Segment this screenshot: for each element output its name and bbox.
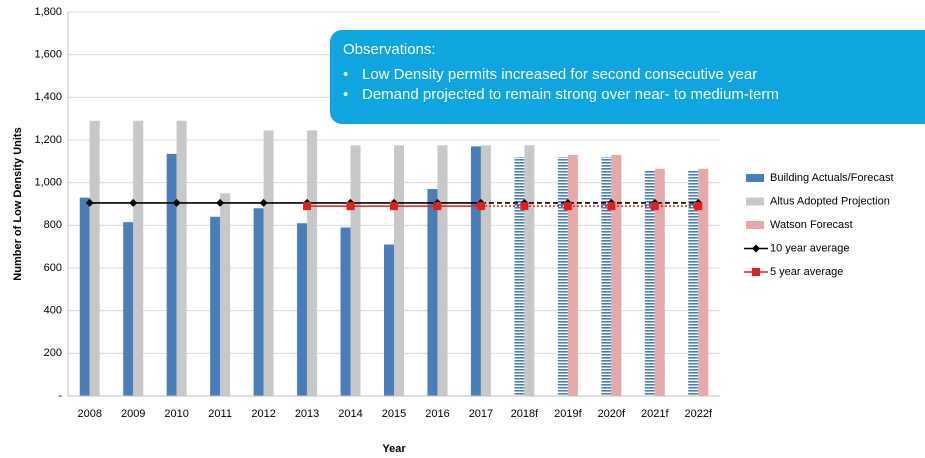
marker (650, 202, 659, 211)
bar (220, 193, 231, 396)
bar (394, 145, 404, 396)
y-tick-label: - (58, 390, 62, 402)
bar (297, 223, 308, 396)
bar (210, 216, 221, 396)
legend-marker (752, 268, 760, 276)
legend-label: Building Actuals/Forecast (770, 172, 894, 184)
y-tick-label: 600 (44, 262, 62, 274)
legend-marker (752, 244, 760, 253)
bar (688, 169, 699, 396)
bar (384, 244, 394, 396)
marker (259, 198, 268, 207)
y-axis-title: Number of Low Density Units (12, 127, 24, 280)
bar (470, 146, 481, 396)
legend-label: Altus Adopted Projection (770, 195, 890, 207)
bar (698, 168, 709, 396)
bar (514, 157, 525, 396)
x-axis-title: Year (382, 443, 406, 455)
bar (79, 197, 90, 396)
legend-label: 5 year average (770, 266, 843, 278)
observations-box: Observations: • Low Density permits incr… (330, 30, 925, 124)
x-tick-label: 2010 (164, 408, 188, 420)
y-tick-label: 1,000 (34, 177, 62, 189)
x-tick-label: 2011 (208, 408, 232, 420)
bar (611, 154, 622, 396)
bar (253, 208, 264, 396)
observations-title: Observations: (343, 41, 436, 58)
bar (307, 130, 318, 396)
marker (85, 198, 94, 207)
marker (433, 202, 442, 211)
bar (89, 120, 100, 397)
bar (133, 120, 144, 397)
legend-swatch (746, 221, 764, 229)
bar (176, 120, 187, 397)
x-tick-label: 2016 (425, 408, 449, 420)
marker (694, 202, 703, 211)
marker (129, 198, 138, 207)
bar (480, 145, 491, 396)
marker (607, 202, 616, 211)
x-tick-label: 2009 (121, 408, 145, 420)
marker (520, 202, 529, 211)
observation-bullet: Demand projected to remain strong over n… (362, 86, 779, 103)
y-tick-label: 800 (44, 219, 62, 231)
x-tick-label: 2019f (554, 408, 582, 420)
legend-swatch (746, 197, 764, 206)
y-tick-label: 1,800 (34, 6, 62, 18)
bar (263, 130, 274, 396)
marker (172, 198, 181, 207)
bar (567, 154, 578, 396)
x-tick-label: 2012 (251, 408, 275, 420)
bar (601, 157, 612, 396)
x-tick-label: 2022f (685, 408, 713, 420)
x-tick-label: 2014 (338, 408, 362, 420)
marker (303, 202, 312, 211)
x-tick-label: 2020f (598, 408, 626, 420)
legend-label: Watson Forecast (770, 219, 853, 231)
y-tick-label: 1,200 (34, 134, 62, 146)
bullet-dot: • (343, 86, 348, 103)
bar (654, 168, 665, 396)
bar (123, 222, 134, 396)
bar (340, 227, 351, 396)
bar (524, 145, 535, 396)
x-tick-label: 2018f (511, 408, 539, 420)
y-tick-label: 400 (44, 305, 62, 317)
marker (563, 202, 572, 211)
bar (644, 169, 655, 396)
legend-label: 10 year average (770, 242, 850, 254)
bullet-dot: • (343, 66, 348, 83)
x-tick-label: 2017 (469, 408, 493, 420)
marker (390, 202, 398, 211)
legend-swatch (746, 174, 764, 182)
marker (216, 198, 225, 207)
marker (476, 202, 485, 211)
y-tick-label: 200 (44, 347, 62, 359)
marker (346, 202, 355, 211)
bar (166, 153, 177, 396)
x-tick-label: 2015 (382, 408, 406, 420)
observation-bullet: Low Density permits increased for second… (362, 66, 757, 83)
bar (437, 145, 448, 396)
x-tick-label: 2008 (77, 408, 101, 420)
x-tick-label: 2013 (295, 408, 319, 420)
bar (427, 189, 438, 396)
y-tick-label: 1,400 (34, 91, 62, 103)
y-tick-label: 1,600 (34, 49, 62, 61)
bar (557, 157, 568, 396)
x-tick-label: 2021f (641, 408, 669, 420)
observations-background (330, 30, 925, 124)
bar (350, 145, 361, 396)
